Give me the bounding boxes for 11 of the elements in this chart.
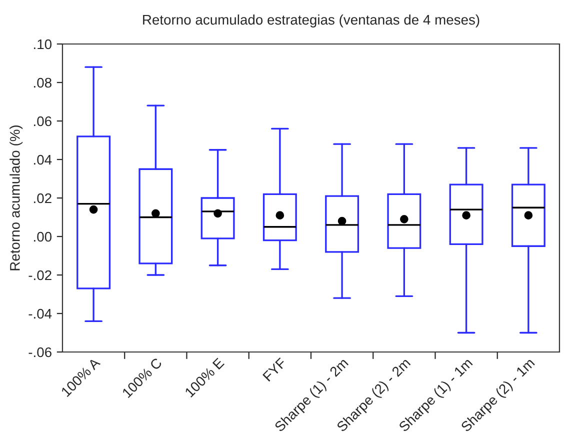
y-axis-title: Retorno acumulado (%) [10,126,23,270]
y-tick-label: -.02 [28,270,52,280]
y-tick-label: .02 [34,193,52,204]
y-tick-label: -.06 [28,347,52,358]
y-tick-label: .08 [34,78,52,88]
chart-title: Retorno acumulado estrategias (ventanas de 4 meses) [143,14,480,28]
y-tick-label: .06 [34,116,52,126]
y-tick-label: .10 [34,39,52,50]
y-tick-label: .04 [34,154,52,165]
y-tick-label: -.04 [28,308,52,319]
y-tick-label: .00 [34,232,52,242]
